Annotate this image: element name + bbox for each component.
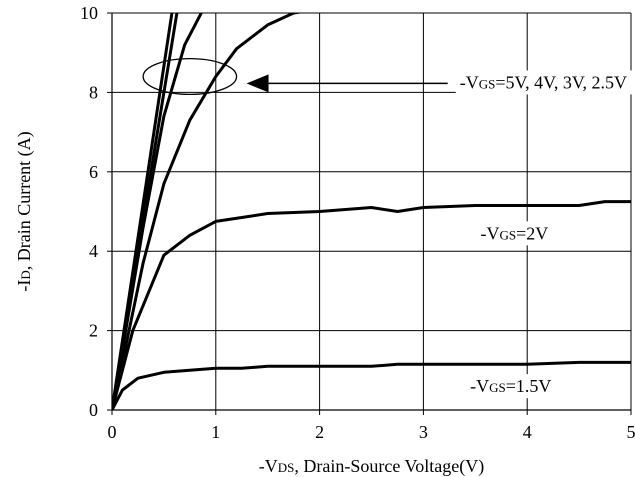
series-line-3 xyxy=(112,13,203,410)
y-tick-label: 6 xyxy=(89,162,98,182)
series-line-5 xyxy=(112,200,631,410)
y-tick-label: 4 xyxy=(89,241,98,261)
y-axis-label: -ID, Drain Current (A) xyxy=(14,131,35,291)
x-tick-label: 5 xyxy=(627,422,635,442)
annotation-label: -VGS=5V, 4V, 3V, 2.5V xyxy=(460,72,627,92)
highlight-ellipse xyxy=(142,58,238,96)
series-line-6 xyxy=(112,360,631,410)
series-group xyxy=(112,13,631,410)
y-tick-label: 0 xyxy=(89,400,98,420)
y-tick-label: 10 xyxy=(80,3,98,23)
x-tick-label: 4 xyxy=(523,422,532,442)
y-tick-label: 8 xyxy=(89,82,98,102)
annotation-bg xyxy=(466,374,549,399)
series-line-4 xyxy=(112,13,304,410)
y-tick-label: 2 xyxy=(89,321,98,341)
annotation-arrowhead xyxy=(246,74,269,93)
annotation-bg xyxy=(476,221,542,246)
x-tick-label: 1 xyxy=(211,422,220,442)
annotation-bg xyxy=(455,70,635,95)
x-tick-label: 2 xyxy=(315,422,324,442)
annotation-label: -VGS=1.5V xyxy=(470,376,551,396)
x-tick-label: 3 xyxy=(419,422,428,442)
x-tick-label: 0 xyxy=(108,422,117,442)
x-axis-label: -VDS, Drain-Source Voltage(V) xyxy=(259,456,484,477)
annotation-label: -VGS=2V xyxy=(480,223,548,243)
